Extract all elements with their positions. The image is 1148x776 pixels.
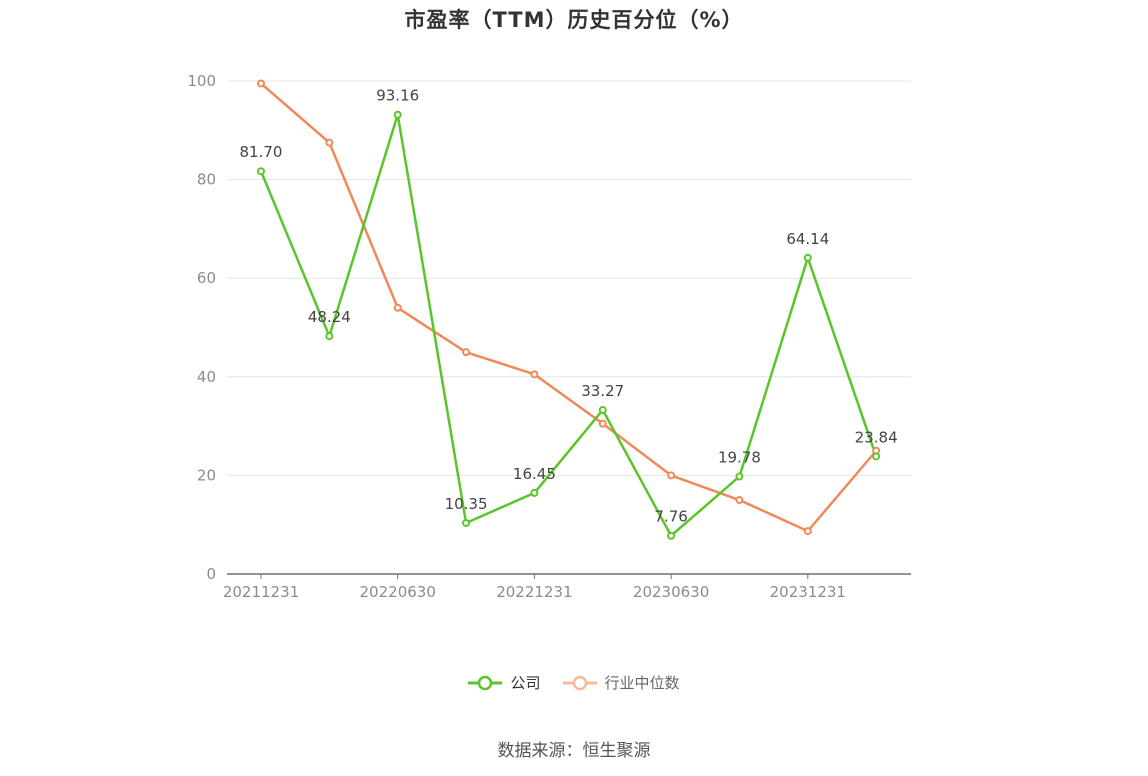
company-data-label: 23.84 bbox=[855, 428, 898, 446]
industry-data-point bbox=[735, 496, 744, 505]
company-data-label: 81.70 bbox=[240, 143, 283, 161]
legend-item-industry[interactable]: 行业中位数 bbox=[562, 672, 680, 693]
company-data-label: 64.14 bbox=[786, 230, 829, 248]
company-data-point bbox=[598, 405, 607, 414]
x-tick-label: 20220630 bbox=[360, 583, 436, 601]
company-data-label: 33.27 bbox=[581, 382, 624, 400]
data-source-note: 数据来源：恒生聚源 bbox=[497, 741, 651, 761]
x-tick-label: 20211231 bbox=[223, 583, 299, 601]
legend-item-company[interactable]: 公司 bbox=[468, 672, 541, 693]
industry-data-point bbox=[325, 138, 334, 147]
company-data-label: 10.35 bbox=[445, 495, 488, 513]
company-data-label: 93.16 bbox=[376, 87, 419, 105]
industry-data-point bbox=[667, 471, 676, 480]
company-data-point bbox=[257, 167, 265, 176]
industry-data-point bbox=[598, 419, 607, 428]
company-data-point bbox=[462, 518, 471, 527]
company-data-point bbox=[393, 110, 402, 119]
industry-data-point bbox=[462, 348, 471, 357]
y-tick-label: 80 bbox=[197, 171, 216, 189]
legend-industry-icon bbox=[562, 675, 597, 690]
y-tick-label: 20 bbox=[197, 466, 216, 484]
industry-data-point bbox=[530, 370, 539, 379]
company-data-point bbox=[530, 488, 539, 497]
legend-industry-label: 行业中位数 bbox=[604, 674, 680, 692]
legend-company-icon bbox=[468, 675, 503, 690]
chart-legend: 公司 行业中位数 bbox=[0, 672, 1148, 693]
company-data-label: 16.45 bbox=[513, 465, 556, 483]
company-data-point bbox=[667, 531, 676, 540]
industry-data-point bbox=[257, 79, 265, 88]
industry-series-line bbox=[260, 82, 878, 533]
company-series-line bbox=[259, 113, 878, 537]
x-tick-label: 20230630 bbox=[633, 583, 709, 601]
y-tick-label: 60 bbox=[197, 269, 216, 287]
industry-data-point bbox=[803, 527, 812, 536]
line-chart: 0 20 40 60 80 100 20211231 20220630 20221231 2023… bbox=[187, 72, 911, 601]
legend-company-label: 公司 bbox=[510, 674, 541, 692]
company-data-point bbox=[735, 472, 744, 481]
x-tick-label: 20231231 bbox=[770, 583, 846, 601]
y-tick-label: 0 bbox=[206, 565, 216, 583]
y-tick-label: 100 bbox=[187, 72, 216, 90]
company-data-label: 7.76 bbox=[654, 508, 687, 526]
y-tick-label: 40 bbox=[197, 368, 216, 386]
company-data-point bbox=[325, 332, 334, 341]
company-data-label: 19.78 bbox=[718, 448, 761, 466]
company-data-label: 48.24 bbox=[308, 308, 351, 326]
chart-title: 市盈率（TTM）历史百分位（%） bbox=[404, 8, 744, 32]
industry-data-point bbox=[393, 303, 402, 312]
company-data-point bbox=[803, 253, 812, 262]
company-data-point bbox=[872, 452, 881, 461]
x-tick-label: 20221231 bbox=[496, 583, 572, 601]
